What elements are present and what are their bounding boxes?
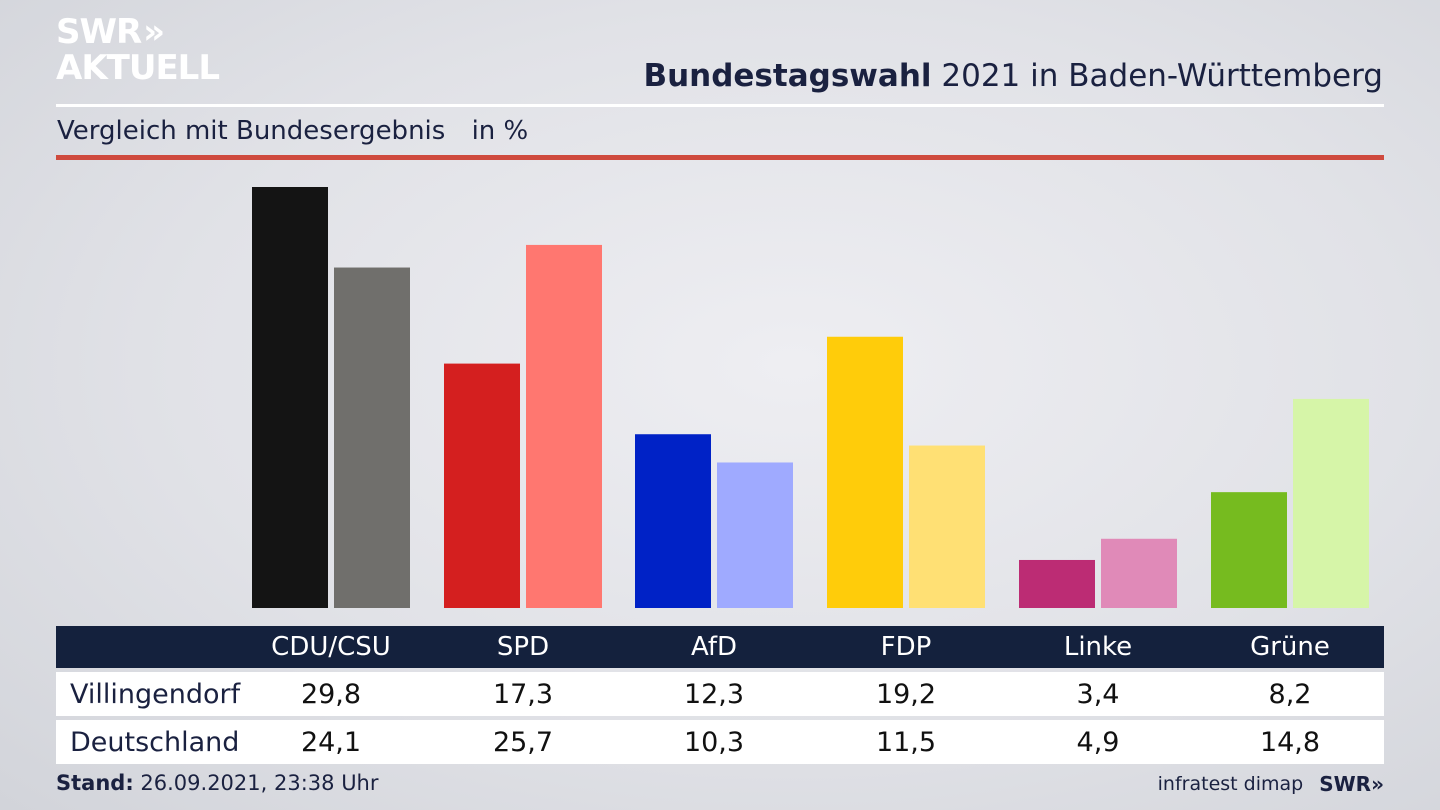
table-cell: 12,3 [683,678,745,710]
table-cell: 25,7 [492,726,554,758]
column-header: Linke [1063,632,1133,662]
unit-label: in % [471,116,529,146]
table-cell: 8,2 [1268,678,1312,710]
page-title: Bundestagswahl 2021 in Baden-Württemberg [643,58,1383,94]
bar-fdp-villingendorf [827,336,903,608]
table-row-deutschland: Deutschland 24,1 25,7 10,3 11,5 4,9 14,8 [56,720,1384,764]
stand-value: 26.09.2021, 23:38 Uhr [140,771,379,795]
row-label: Deutschland [70,726,240,758]
logo-chevron-icon: » [143,12,165,52]
bar-spd-deutschland [526,244,602,608]
table-cell: 10,3 [683,726,745,758]
accent-divider [56,155,1384,160]
title-divider [56,104,1384,107]
bar-linke-deutschland [1101,538,1177,608]
swr-aktuell-logo: SWR » AKTUELL [56,12,220,88]
column-header: Grüne [1250,632,1330,662]
bar-fdp-deutschland [909,445,985,608]
table-cell: 24,1 [300,726,362,758]
source-text: infratest dimap [1157,773,1304,795]
bar-spd-villingendorf [444,363,520,608]
bar-linke-villingendorf [1019,559,1095,608]
bar-cdu-csu-villingendorf [252,187,328,608]
logo-swr-text: SWR [56,12,142,52]
table-cell: 19,2 [875,678,937,710]
source-credit: infratest dimap SWR» [1158,772,1384,796]
table-cell: 11,5 [875,726,937,758]
bar-cdu-csu-deutschland [334,267,410,608]
column-header: CDU/CSU [271,632,391,662]
column-header: AfD [690,632,738,662]
subtitle: Vergleich mit Bundesergebnis in % [57,116,528,146]
table-header-row: CDU/CSU SPD AfD FDP Linke Grüne [56,626,1384,668]
results-table: CDU/CSU SPD AfD FDP Linke Grüne Villingendorf… [56,626,1384,764]
column-header: SPD [496,632,550,662]
table-cell: 17,3 [492,678,554,710]
row-label: Villingendorf [70,678,241,710]
table-cell: 3,4 [1076,678,1120,710]
bar-chart [252,187,1369,608]
title-rest: 2021 in Baden-Württemberg [941,58,1383,94]
brand-chevron-icon: » [1371,772,1384,796]
table-row-villingendorf: Villingendorf 29,8 17,3 12,3 19,2 3,4 8,2 [56,672,1384,716]
logo-aktuell-text: AKTUELL [56,48,220,88]
brand-text: SWR [1319,772,1372,796]
bar-gr-ne-villingendorf [1211,492,1287,608]
stand-label: Stand: [56,771,134,795]
bar-gr-ne-deutschland [1293,398,1369,608]
table-cell: 14,8 [1259,726,1321,758]
subtitle-text: Vergleich mit Bundesergebnis [57,116,446,146]
bar-afd-deutschland [717,462,793,608]
timestamp: Stand: 26.09.2021, 23:38 Uhr [56,771,379,795]
title-bold: Bundestagswahl [643,58,932,94]
swr-brand-logo: SWR» [1319,772,1384,796]
table-cell: 4,9 [1076,726,1120,758]
column-header: FDP [880,632,932,662]
table-cell: 29,8 [300,678,362,710]
bar-afd-villingendorf [635,434,711,608]
